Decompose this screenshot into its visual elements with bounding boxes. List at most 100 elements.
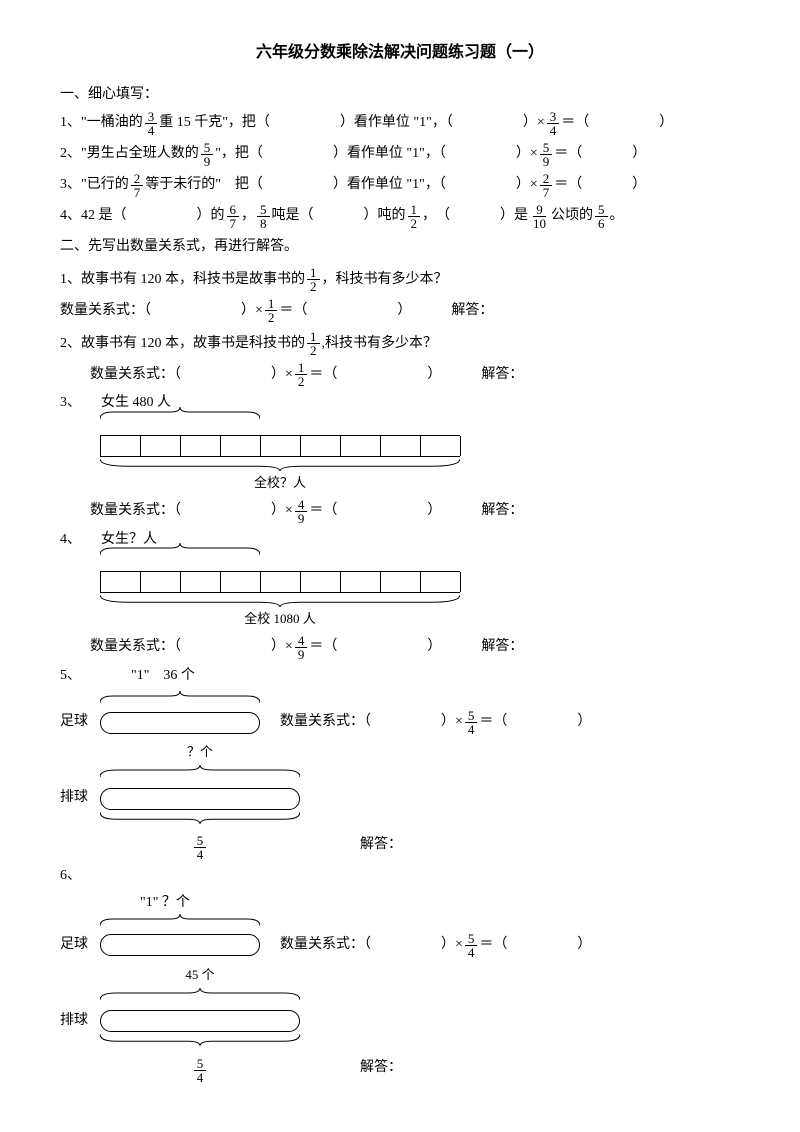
q4-f3: 12: [408, 203, 421, 230]
q1-row: 1、"一桶油的 34 重 15 千克"，把（ ）看作单位 "1"，（ ）× 34…: [60, 110, 740, 137]
q3-m2: ）看作单位 "1"，（: [333, 174, 446, 196]
p6-n: 6、: [60, 865, 81, 887]
q1-frac-n: 3: [145, 110, 158, 124]
p3-rb: ）×: [271, 500, 293, 522]
q4-row: 4、42 是（ ）的 67 ， 58 吨是（ ）吨的 12 ， （ ）是 910…: [60, 203, 740, 230]
p4-rfd: 9: [295, 648, 308, 661]
q2-m4: ＝（: [554, 143, 582, 165]
p2-fd: 2: [307, 344, 320, 357]
p4-rfrac: 49: [295, 634, 308, 661]
p3-tape: 全校？人: [100, 421, 460, 494]
q4-e: ）吨的: [364, 205, 406, 227]
q4-f5n: 5: [595, 203, 608, 217]
p4-rfn: 4: [295, 634, 308, 648]
p6-num: 6、: [60, 865, 740, 887]
q3-m1: 等于未行的" 把（: [145, 174, 263, 196]
q4-f5d: 6: [595, 217, 608, 230]
p6-one: "1" ？个: [140, 892, 740, 914]
p3-rfrac: 49: [295, 498, 308, 525]
q4-f1n: 6: [227, 203, 240, 217]
q1-m2: ）看作单位 "1"，（: [340, 112, 453, 134]
q4-d: 吨是（: [272, 205, 314, 227]
q3-fn: 2: [131, 172, 144, 186]
p2-rfd: 2: [295, 375, 308, 388]
q4-a: 4、42 是（: [60, 205, 127, 227]
p3-rel: 数量关系式：（ ）× 49 ＝（ ） 解答：: [90, 498, 740, 525]
q4-f4d: 10: [530, 217, 549, 230]
q3-m3: ）×: [516, 174, 538, 196]
q1-m3: ）×: [523, 112, 545, 134]
p3-rfn: 4: [295, 498, 308, 512]
p2-rel: 数量关系式：（ ）× 12 ＝（ ） 解答：: [90, 361, 740, 388]
q2-m1: "，把（: [215, 143, 263, 165]
p2-fn: 1: [307, 330, 320, 344]
q2-end: ）: [632, 143, 646, 165]
p4-rel: 数量关系式：（ ）× 49 ＝（ ） 解答：: [90, 634, 740, 661]
p4-tape: 全校 1080 人: [100, 557, 460, 630]
q2-frac2: 59: [540, 141, 553, 168]
p2-text: 2、故事书有 120 本，故事书是科技书的 12 ,科技书有多少本？: [60, 330, 740, 357]
q4-f1: 67: [227, 203, 240, 230]
p4-n: 4、: [60, 529, 81, 551]
q4-f3n: 1: [408, 203, 421, 217]
p2-rc: ＝（: [309, 364, 337, 386]
q4-f: ， （: [422, 205, 450, 227]
p2-frac: 12: [307, 330, 320, 357]
q2-fn: 5: [201, 141, 214, 155]
p1-fn: 1: [307, 266, 320, 280]
q4-f4: 910: [530, 203, 549, 230]
q1-end: ）: [659, 112, 673, 134]
p1-rd: ）: [397, 300, 411, 322]
p3-rd: ）: [427, 500, 441, 522]
section-2-heading: 二、先写出数量关系式，再进行解答。: [60, 236, 740, 258]
p5-bars: 足球 数量关系式：（）× 54 ＝（） ？个 排球 54 解答：: [60, 691, 740, 861]
p1-sol: 解答：: [451, 300, 493, 322]
p2-rfn: 1: [295, 361, 308, 375]
p5-one: "1" 36 个: [131, 665, 195, 687]
q3-f2n: 2: [540, 172, 553, 186]
q2-f2d: 9: [540, 155, 553, 168]
section-1-heading: 一、细心填写：: [60, 84, 740, 106]
q1-m1: 重 15 千克"，把（: [159, 112, 270, 134]
q4-f2n: 5: [257, 203, 270, 217]
q4-g: ）是: [500, 205, 528, 227]
q1-frac: 34: [145, 110, 158, 137]
p1-ra: 数量关系式：（: [60, 300, 151, 322]
p1-rb: ）×: [241, 300, 263, 322]
page-title: 六年级分数乘除法解决问题练习题（一）: [60, 40, 740, 66]
q4-c: ，: [241, 205, 255, 227]
q3-fd: 7: [131, 186, 144, 199]
p2-ra: 数量关系式：（: [90, 364, 181, 386]
p2-rfrac: 12: [295, 361, 308, 388]
q2-row: 2、"男生占全班人数的 59 "，把（ ）看作单位 "1"，（ ）× 59 ＝（…: [60, 141, 740, 168]
p3-n: 3、: [60, 392, 81, 414]
p1-text: 1、故事书有 120 本，科技书是故事书的 12 ，科技书有多少本？: [60, 266, 740, 293]
p2-ta: 2、故事书有 120 本，故事书是科技书的: [60, 333, 305, 355]
p3-ra: 数量关系式：（: [90, 500, 181, 522]
q3-pre: 3、"已行的: [60, 174, 129, 196]
p2-tb: ,科技书有多少本？: [322, 333, 438, 355]
q3-end: ）: [632, 174, 646, 196]
q2-pre: 2、"男生占全班人数的: [60, 143, 199, 165]
p1-rfd: 2: [265, 311, 278, 324]
q1-f2d: 4: [547, 124, 560, 137]
q4-f4n: 9: [533, 203, 546, 217]
p1-rfrac: 12: [265, 297, 278, 324]
q4-f1d: 7: [227, 217, 240, 230]
p1-tb: ，科技书有多少本？: [322, 269, 448, 291]
q2-frac: 59: [201, 141, 214, 168]
q3-row: 3、"已行的 27 等于未行的" 把（ ）看作单位 "1"，（ ）× 27 ＝（…: [60, 172, 740, 199]
p1-rc: ＝（: [279, 300, 307, 322]
q2-m3: ）×: [516, 143, 538, 165]
q1-frac-d: 4: [145, 124, 158, 137]
q2-fd: 9: [201, 155, 214, 168]
q4-i: 。: [610, 205, 624, 227]
p3-sol: 解答：: [481, 500, 523, 522]
p1-rfn: 1: [265, 297, 278, 311]
q1-frac2: 34: [547, 110, 560, 137]
q3-m4: ＝（: [554, 174, 582, 196]
q2-f2n: 5: [540, 141, 553, 155]
q3-f2d: 7: [540, 186, 553, 199]
p6-bars: 足球 数量关系式：（）× 54 ＝（） 45 个 排球 54 解答：: [60, 914, 740, 1084]
p5-num: 5、 "1" 36 个: [60, 665, 740, 687]
